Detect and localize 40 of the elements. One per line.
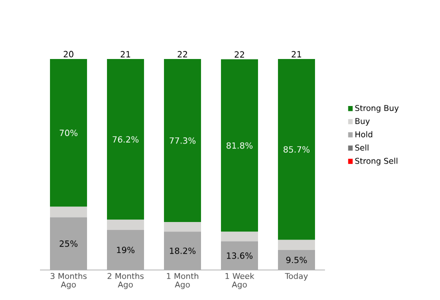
x-tick-label: 2 Months Ago <box>108 272 144 290</box>
x-tick-label: 1 Week Ago <box>226 272 254 290</box>
legend-label: Buy <box>355 118 370 126</box>
legend-label: Strong Sell <box>355 158 398 166</box>
x-tick-label: 3 Months Ago <box>50 272 87 290</box>
legend-label: Hold <box>355 131 372 138</box>
bar <box>220 232 258 242</box>
bar <box>220 241 258 270</box>
text: 20 <box>64 50 74 58</box>
bar <box>220 59 258 232</box>
bar <box>164 232 202 270</box>
text: 21 <box>120 51 130 58</box>
x-tick-label: Today <box>284 272 308 281</box>
bar <box>164 59 202 222</box>
data-label: 18.2% <box>170 248 196 254</box>
data-label: 81.8% <box>226 142 253 149</box>
bar <box>164 222 202 232</box>
bar <box>278 59 316 240</box>
bar <box>50 59 88 207</box>
text: 22 <box>234 51 244 58</box>
bar <box>278 250 316 270</box>
x-tick-label: 1 Month Ago <box>166 272 198 290</box>
legend-label: Sell <box>355 144 368 151</box>
text: 21 <box>292 51 302 58</box>
legend-label: Strong Buy <box>355 104 399 113</box>
data-label: 25% <box>60 240 78 247</box>
data-label: 9.5% <box>286 256 307 264</box>
bar <box>106 230 144 270</box>
bar <box>278 240 316 250</box>
bar <box>106 220 144 230</box>
text: 22 <box>178 51 188 58</box>
data-label: 70% <box>60 130 78 136</box>
data-label: 85.7% <box>284 146 310 153</box>
data-label: 76.2% <box>112 136 139 143</box>
data-label: 77.3% <box>170 137 196 144</box>
bar <box>106 59 144 220</box>
data-label: 13.6% <box>226 252 253 259</box>
bar <box>50 217 88 270</box>
bar <box>50 206 88 218</box>
data-label: 19% <box>117 246 134 254</box>
